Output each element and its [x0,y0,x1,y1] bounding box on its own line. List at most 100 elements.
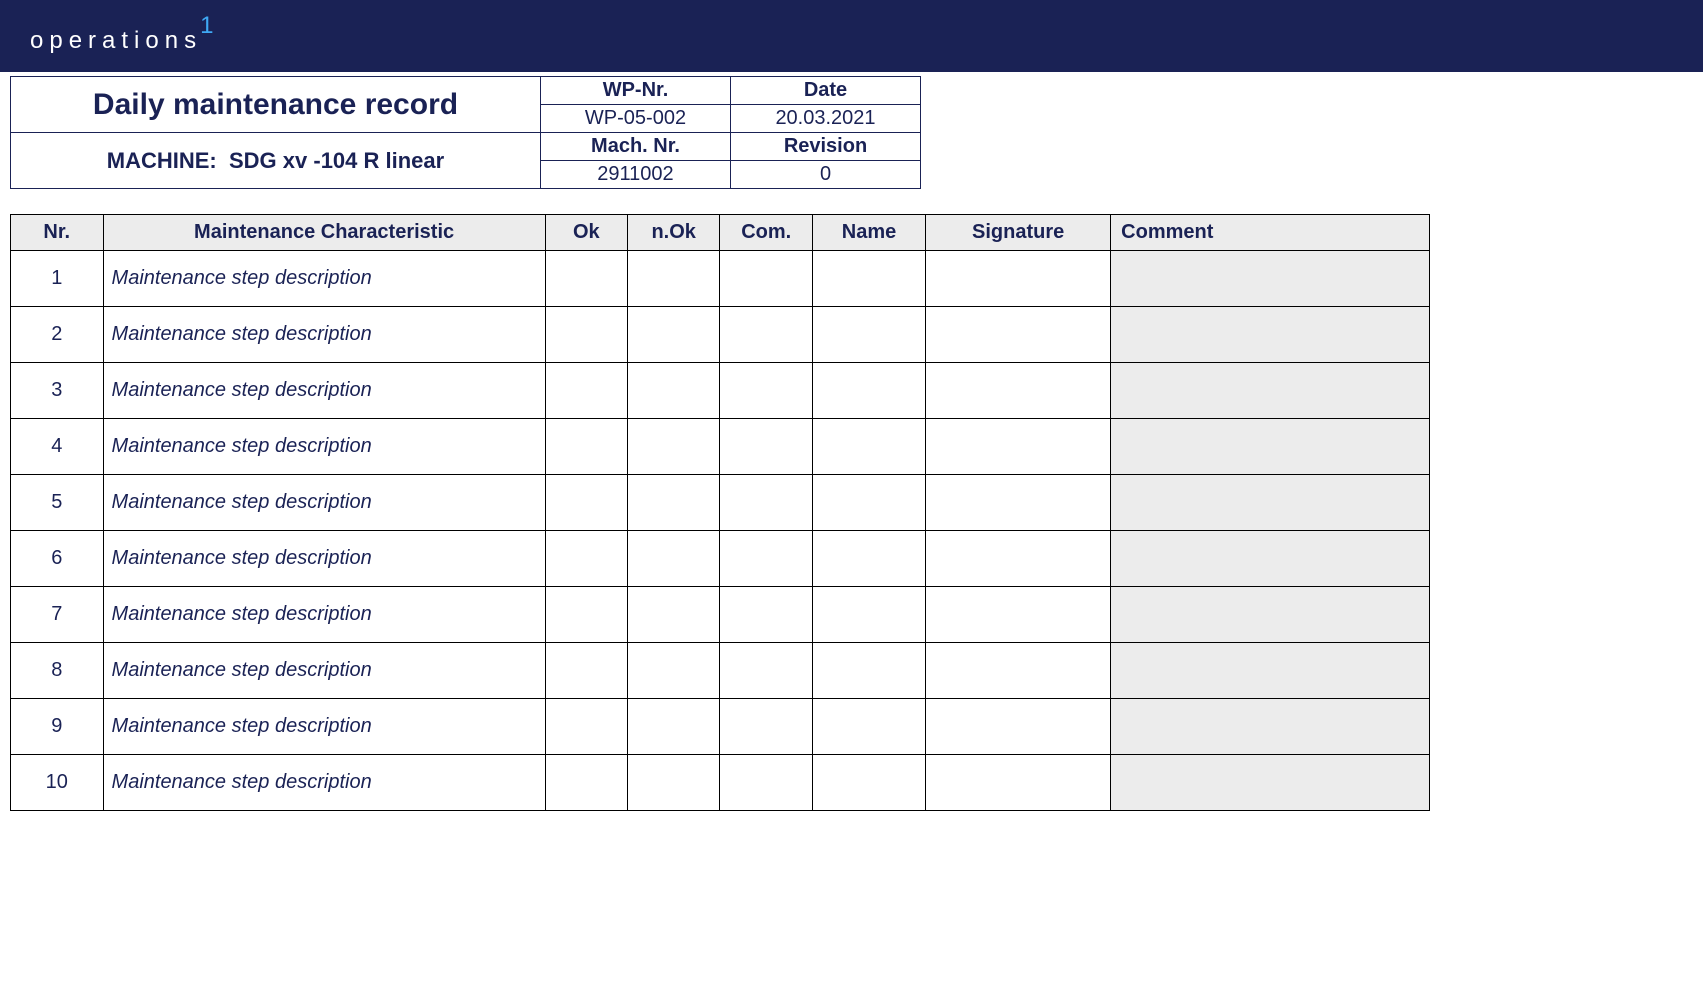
cell-characteristic: Maintenance step description [103,475,545,531]
table-row: 3Maintenance step description [11,363,1430,419]
revision-label: Revision [731,133,921,161]
cell-nr: 6 [11,531,104,587]
cell-com [720,251,813,307]
cell-nok [627,643,720,699]
cell-ok [545,419,627,475]
cell-signature [926,251,1111,307]
cell-nok [627,363,720,419]
cell-signature [926,307,1111,363]
table-row: 4Maintenance step description [11,419,1430,475]
cell-nok [627,587,720,643]
table-row: 1Maintenance step description [11,251,1430,307]
cell-signature [926,531,1111,587]
mach-nr-label: Mach. Nr. [541,133,731,161]
cell-nr: 4 [11,419,104,475]
cell-signature [926,643,1111,699]
table-row: 8Maintenance step description [11,643,1430,699]
logo-superscript: 1 [200,12,213,39]
col-header-com: Com. [720,215,813,251]
cell-comment [1111,643,1430,699]
cell-characteristic: Maintenance step description [103,531,545,587]
cell-name [812,643,925,699]
cell-ok [545,755,627,811]
cell-com [720,363,813,419]
col-header-comment: Comment [1111,215,1430,251]
cell-name [812,531,925,587]
mach-nr-value: 2911002 [541,161,731,189]
cell-comment [1111,307,1430,363]
cell-com [720,699,813,755]
cell-characteristic: Maintenance step description [103,419,545,475]
cell-nok [627,755,720,811]
cell-com [720,307,813,363]
table-row: 5Maintenance step description [11,475,1430,531]
wp-nr-label: WP-Nr. [541,77,731,105]
wp-nr-value: WP-05-002 [541,105,731,133]
cell-nr: 9 [11,699,104,755]
header-table: Daily maintenance record WP-Nr. Date WP-… [10,76,921,189]
col-header-signature: Signature [926,215,1111,251]
cell-com [720,531,813,587]
cell-nr: 7 [11,587,104,643]
col-header-nr: Nr. [11,215,104,251]
cell-characteristic: Maintenance step description [103,643,545,699]
cell-ok [545,475,627,531]
cell-nok [627,699,720,755]
cell-name [812,475,925,531]
cell-nok [627,307,720,363]
cell-name [812,587,925,643]
cell-characteristic: Maintenance step description [103,363,545,419]
document-title: Daily maintenance record [11,77,541,133]
cell-ok [545,363,627,419]
cell-comment [1111,531,1430,587]
cell-comment [1111,251,1430,307]
cell-signature [926,755,1111,811]
cell-nr: 8 [11,643,104,699]
date-value: 20.03.2021 [731,105,921,133]
table-row: 10Maintenance step description [11,755,1430,811]
cell-signature [926,363,1111,419]
cell-characteristic: Maintenance step description [103,251,545,307]
cell-characteristic: Maintenance step description [103,755,545,811]
cell-signature [926,699,1111,755]
cell-comment [1111,475,1430,531]
header-block: Daily maintenance record WP-Nr. Date WP-… [10,76,1693,189]
cell-com [720,587,813,643]
cell-nr: 1 [11,251,104,307]
cell-nok [627,251,720,307]
cell-com [720,755,813,811]
main-table-wrap: Nr. Maintenance Characteristic Ok n.Ok C… [10,214,1693,811]
cell-nok [627,531,720,587]
cell-comment [1111,419,1430,475]
cell-comment [1111,755,1430,811]
col-header-name: Name [812,215,925,251]
cell-name [812,755,925,811]
cell-com [720,643,813,699]
col-header-nok: n.Ok [627,215,720,251]
cell-nr: 5 [11,475,104,531]
logo: operations1 [30,18,215,55]
cell-com [720,475,813,531]
logo-text: operations [30,27,202,54]
cell-characteristic: Maintenance step description [103,587,545,643]
cell-ok [545,307,627,363]
cell-nok [627,419,720,475]
cell-nok [627,475,720,531]
col-header-characteristic: Maintenance Characteristic [103,215,545,251]
cell-name [812,363,925,419]
cell-comment [1111,363,1430,419]
table-row: 7Maintenance step description [11,587,1430,643]
cell-signature [926,587,1111,643]
cell-ok [545,251,627,307]
cell-name [812,699,925,755]
cell-name [812,307,925,363]
cell-ok [545,643,627,699]
cell-ok [545,587,627,643]
cell-characteristic: Maintenance step description [103,699,545,755]
cell-nr: 2 [11,307,104,363]
revision-value: 0 [731,161,921,189]
cell-com [720,419,813,475]
machine-label: MACHINE: [107,148,217,173]
cell-signature [926,419,1111,475]
cell-nr: 3 [11,363,104,419]
